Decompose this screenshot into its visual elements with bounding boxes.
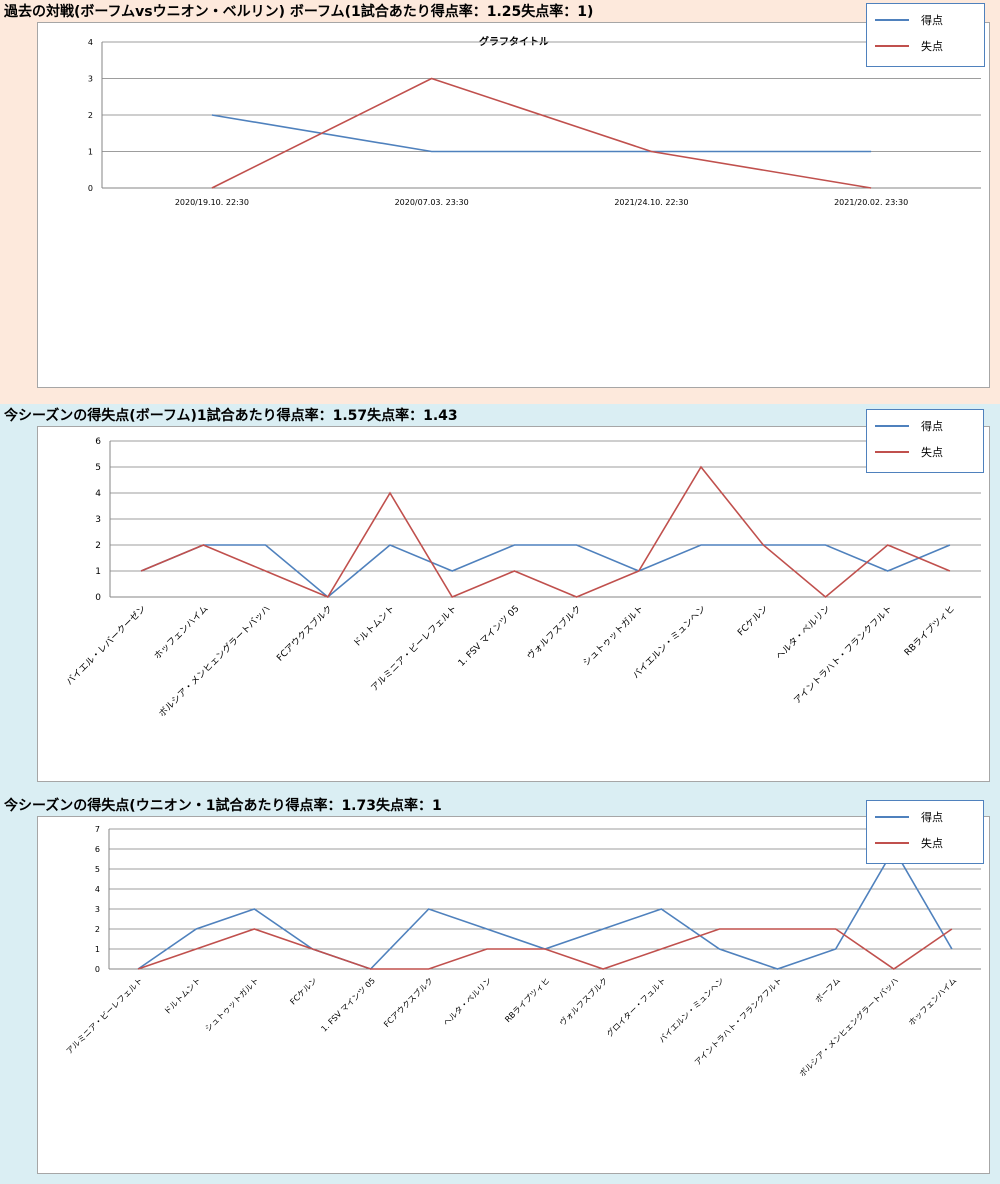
bochum-season-chart: 0 1 2 3 4 5 6 バイエル・レバークーゼン ホッフェンハイムボルシア・メンヒェングラー… xyxy=(63,437,981,720)
legend-swatch-goals xyxy=(875,19,909,21)
union-season-chart: 0 1 2 3 4 5 6 7 アルミニア・ビーレフェルト ドルトムント シュトゥットガルト FCケル… xyxy=(65,825,981,1079)
series-line-goals xyxy=(211,114,872,153)
x-tick-label: シュトゥットガルト xyxy=(581,603,646,668)
y-tick-label: 1 xyxy=(95,567,101,577)
x-tick-label: ドルトムント xyxy=(162,976,202,1016)
x-tick-label: ボルシア・メンヒェングラートバッハ xyxy=(156,603,273,720)
series-line-conceded xyxy=(137,928,953,970)
union-season-panel: 今シーズンの得失点(ウニオン・1試合あたり得点率：1.73失点率：1 0 1 2 3 4… xyxy=(0,794,1000,1184)
legend-swatch-conceded xyxy=(875,451,909,453)
y-tick-label: 2 xyxy=(95,541,101,551)
y-tick-label: 2 xyxy=(95,925,100,934)
legend: 得点 失点 xyxy=(866,409,984,473)
y-tick-label: 4 xyxy=(95,885,100,894)
x-tick-label: ホッフェンハイム xyxy=(907,976,958,1027)
x-tick-label: ヘルタ・ベルリン xyxy=(442,976,494,1028)
y-tick-label: 6 xyxy=(95,437,101,447)
x-tick-label: バイエルン・ミュンヘン xyxy=(631,603,709,681)
past-matches-panel: 過去の対戦(ボーフムvsウニオン・ベルリン) ボーフム(1試合あたり得点率：1.… xyxy=(0,0,1000,404)
legend-item-conceded: 失点 xyxy=(867,38,983,54)
legend-item-goals: 得点 xyxy=(867,809,983,825)
legend-label-conceded: 失点 xyxy=(921,446,943,459)
x-tick-label: FCケルン xyxy=(736,603,771,638)
x-tick-label: 1. FSV マインツ 05 xyxy=(319,976,377,1034)
y-tick-label: 5 xyxy=(95,865,100,874)
x-tick-label: ボーフム xyxy=(814,976,842,1004)
x-tick-label: RBライプツィヒ xyxy=(503,976,551,1024)
y-tick-label: 7 xyxy=(95,825,100,834)
chart-area: グラフタイトル 0 1 2 3 4 2020/19.10. 22:30 2020/07.03… xyxy=(37,22,990,388)
x-tick-label: FCアウクスブルク xyxy=(274,603,335,664)
legend-label-goals: 得点 xyxy=(921,811,943,824)
legend-item-conceded: 失点 xyxy=(867,835,983,851)
x-tick-label: ヘルタ・ベルリン xyxy=(774,603,833,662)
y-tick-label: 0 xyxy=(95,593,101,603)
y-tick-label: 4 xyxy=(95,489,101,499)
y-tick-label: 2 xyxy=(88,111,93,120)
x-tick-label: シュトゥットガルト xyxy=(203,975,261,1033)
legend-label-conceded: 失点 xyxy=(921,40,943,53)
x-tick-label: ホッフェンハイム xyxy=(152,603,210,661)
x-tick-label: バイエルン・ミュンヘン xyxy=(657,976,725,1044)
legend-swatch-conceded xyxy=(875,842,909,844)
x-tick-label: ボルシア・メンヒェングラートバッハ xyxy=(797,975,900,1078)
y-tick-label: 3 xyxy=(88,75,93,84)
x-tick-label: 2021/24.10. 22:30 xyxy=(614,198,688,207)
x-tick-label: 1. FSV マインツ 05 xyxy=(457,604,522,669)
x-tick-label: グロイター・フュルト xyxy=(604,975,667,1038)
legend-item-conceded: 失点 xyxy=(867,444,983,460)
y-tick-label: 0 xyxy=(95,965,100,974)
panel-title: 今シーズンの得失点(ボーフム)1試合あたり得点率：1.57失点率：1.43 xyxy=(4,408,458,424)
bochum-season-panel: 今シーズンの得失点(ボーフム)1試合あたり得点率：1.57失点率：1.43 0 1… xyxy=(0,404,1000,794)
y-tick-label: 5 xyxy=(95,463,101,473)
legend-label-conceded: 失点 xyxy=(921,837,943,850)
y-tick-label: 1 xyxy=(88,148,93,157)
chart-area: 0 1 2 3 4 5 6 バイエル・レバークーゼン ホッフェンハイム ボルシア・メンヒェングラー… xyxy=(37,426,990,782)
chart-area: 0 1 2 3 4 5 6 7 アルミニア・ビーレフェルト ドルトムント シュトゥットガルト FCケル… xyxy=(37,816,990,1174)
y-tick-label: 0 xyxy=(88,184,93,193)
series-line-conceded xyxy=(140,465,951,599)
x-tick-label: ヴォルフスブルク xyxy=(524,603,583,662)
x-tick-label: アルミニア・ビーレフェルト xyxy=(65,976,145,1056)
x-tick-label: 2020/07.03. 23:30 xyxy=(395,198,469,207)
legend: 得点 失点 xyxy=(866,3,985,67)
x-tick-label: ドルトムント xyxy=(351,603,397,649)
legend-item-goals: 得点 xyxy=(867,418,983,434)
legend-label-goals: 得点 xyxy=(921,420,943,433)
x-tick-label: ヴォルフスブルク xyxy=(557,975,609,1027)
x-tick-label: FCアウクスブルク xyxy=(381,975,435,1029)
panel-title: 今シーズンの得失点(ウニオン・1試合あたり得点率：1.73失点率：1 xyxy=(4,798,442,814)
x-tick-label: RBライプツィヒ xyxy=(902,603,957,658)
x-tick-label: バイエル・レバークーゼン xyxy=(63,603,148,688)
y-tick-label: 4 xyxy=(88,38,93,47)
y-tick-label: 1 xyxy=(95,945,100,954)
x-tick-label: 2021/20.02. 23:30 xyxy=(834,198,908,207)
legend-item-goals: 得点 xyxy=(867,12,983,28)
series-line-goals xyxy=(140,544,951,599)
x-tick-label: アイントラハト・フランクフルト xyxy=(792,603,895,706)
legend-swatch-goals xyxy=(875,816,909,818)
series-line-conceded xyxy=(211,77,872,189)
y-tick-label: 6 xyxy=(95,845,100,854)
panel-title: 過去の対戦(ボーフムvsウニオン・ベルリン) ボーフム(1試合あたり得点率：1.… xyxy=(4,4,594,20)
legend: 得点 失点 xyxy=(866,800,984,864)
legend-label-goals: 得点 xyxy=(921,14,943,27)
y-tick-label: 3 xyxy=(95,515,101,525)
x-tick-label: 2020/19.10. 22:30 xyxy=(175,198,249,207)
legend-swatch-conceded xyxy=(875,45,909,47)
y-tick-label: 3 xyxy=(95,905,100,914)
legend-swatch-goals xyxy=(875,425,909,427)
x-tick-label: FCケルン xyxy=(288,976,318,1006)
